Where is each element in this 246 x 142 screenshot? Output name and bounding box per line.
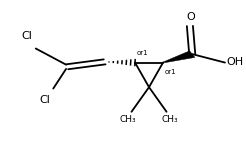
Text: or1: or1 [136, 50, 148, 56]
Text: Cl: Cl [21, 32, 32, 41]
Text: CH₃: CH₃ [162, 115, 178, 124]
Text: or1: or1 [164, 69, 176, 75]
Text: CH₃: CH₃ [120, 115, 136, 124]
Text: OH: OH [227, 57, 244, 67]
Text: O: O [187, 12, 195, 22]
Polygon shape [163, 51, 195, 63]
Text: Cl: Cl [40, 95, 50, 105]
